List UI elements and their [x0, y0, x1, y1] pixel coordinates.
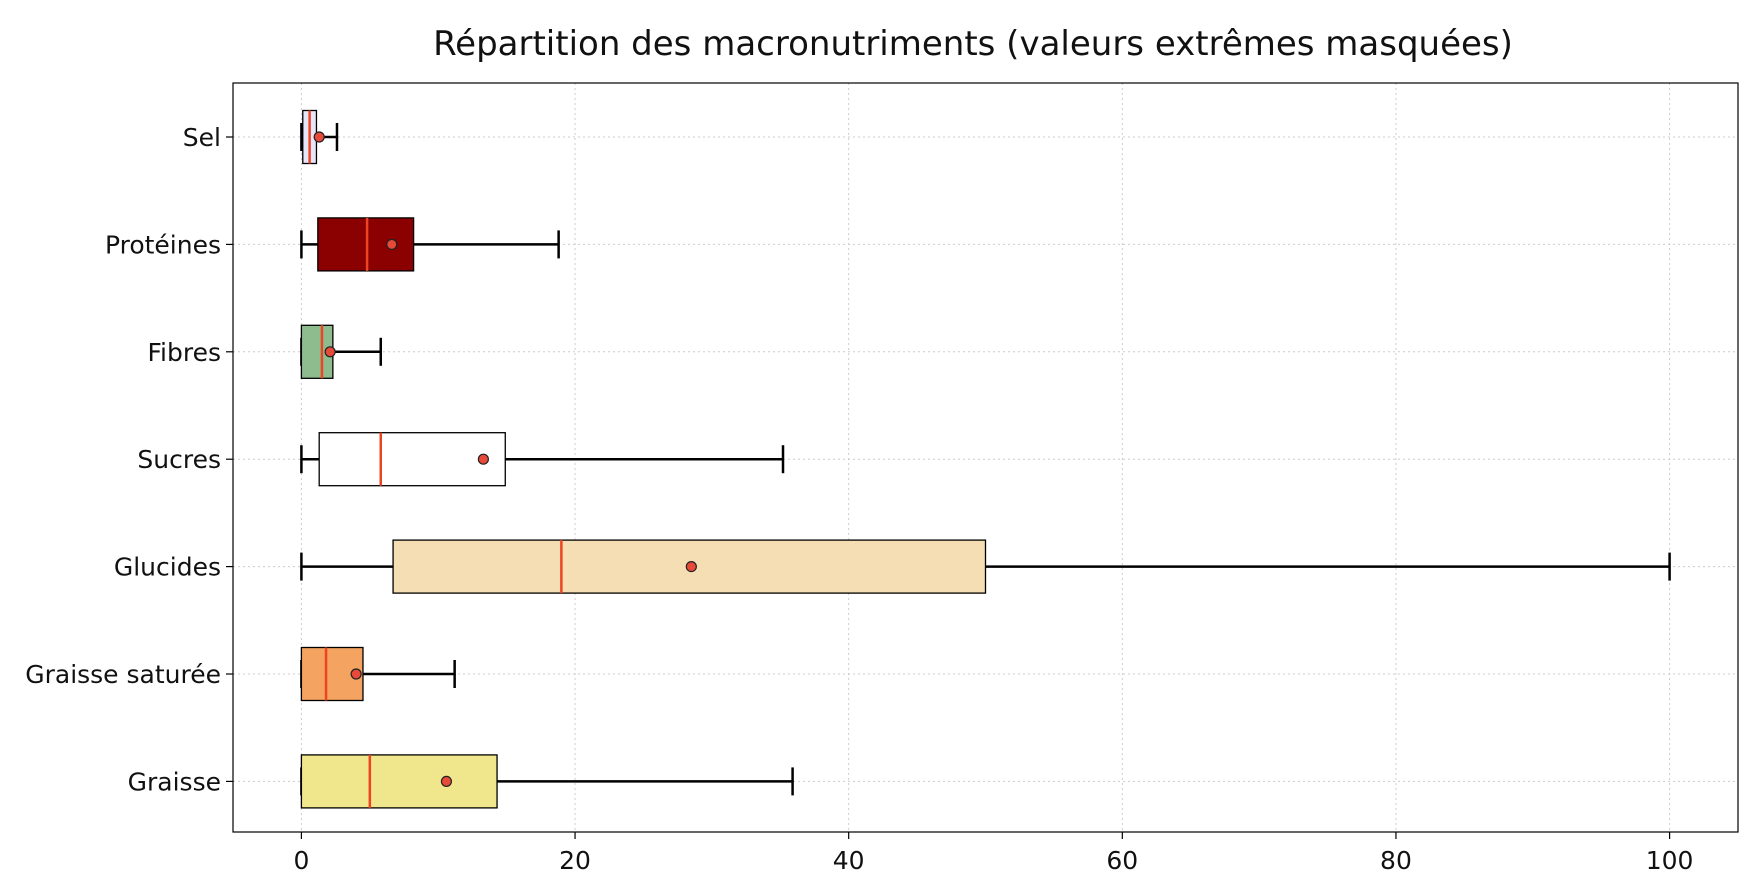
- axis-layer: 0 20 40 60 80 100 Graisse Graisse saturée Glucid…: [25, 123, 1693, 875]
- iqr-box: [317, 217, 415, 272]
- y-category-label: Graisse saturée: [25, 660, 221, 689]
- box-fibres: [300, 324, 383, 379]
- chart-title: Répartition des macronutriments (valeurs…: [433, 24, 1513, 64]
- box-layer: [300, 109, 1671, 809]
- iqr-box: [300, 754, 498, 809]
- box-glucides: [300, 539, 1671, 594]
- mean-marker: [440, 775, 453, 788]
- y-category-label: Sucres: [137, 445, 221, 474]
- y-category-label: Graisse: [128, 767, 221, 796]
- y-category-label: Protéines: [105, 230, 221, 259]
- mean-marker: [324, 346, 336, 358]
- box-prot-ines: [300, 217, 560, 272]
- mean-marker: [477, 453, 489, 465]
- iqr-box: [318, 432, 506, 487]
- y-category-label: Fibres: [147, 338, 221, 367]
- box-sel: [300, 109, 339, 165]
- y-category-label: Sel: [183, 123, 221, 152]
- box-graisse-satur-e: [300, 646, 456, 702]
- box-sucres: [300, 432, 785, 487]
- mean-marker: [685, 560, 697, 573]
- x-tick-label: 80: [1380, 846, 1412, 875]
- y-category-label: Glucides: [114, 553, 221, 582]
- x-tick-label: 20: [559, 846, 591, 875]
- mean-marker: [313, 131, 325, 143]
- x-tick-label: 0: [293, 846, 309, 875]
- x-tick-label: 40: [833, 846, 865, 875]
- mean-marker: [386, 238, 398, 250]
- mean-marker: [350, 668, 362, 680]
- x-tick-label: 60: [1106, 846, 1138, 875]
- box-graisse: [300, 754, 794, 809]
- plot-frame: [232, 82, 1739, 833]
- x-tick-label: 100: [1646, 846, 1694, 875]
